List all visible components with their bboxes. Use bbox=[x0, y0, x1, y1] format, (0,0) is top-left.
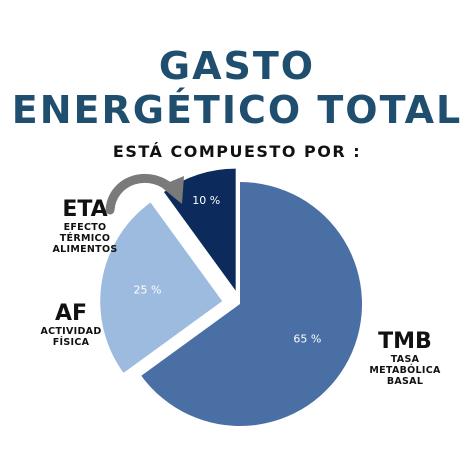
slice-label-af: 25 % bbox=[134, 283, 162, 296]
slice-label-eta: 10 % bbox=[192, 194, 220, 207]
pie-slice-tmb bbox=[141, 182, 362, 427]
label-eta-desc-1: EFECTO bbox=[63, 222, 107, 233]
label-tmb: TMB TASA METABÓLICA BASAL bbox=[360, 329, 450, 388]
label-eta-desc-3: ALIMENTOS bbox=[52, 244, 118, 255]
label-eta-abbr: ETA bbox=[62, 197, 108, 222]
label-tmb-abbr: TMB bbox=[378, 329, 432, 354]
chart-title-line2: ENERGÉTICO TOTAL bbox=[11, 88, 463, 132]
chart-subtitle: ESTÁ COMPUESTO POR : bbox=[112, 142, 362, 161]
label-eta-desc-2: TÉRMICO bbox=[59, 233, 111, 244]
label-af-desc-1: ACTIVIDAD bbox=[40, 326, 102, 337]
label-tmb-desc-2: METABÓLICA bbox=[369, 365, 441, 376]
label-af-abbr: AF bbox=[54, 301, 88, 326]
curved-arrow-head bbox=[160, 176, 184, 204]
label-af: AF ACTIVIDAD FÍSICA bbox=[36, 301, 106, 349]
chart-title-line1: GASTO bbox=[158, 44, 316, 88]
label-af-desc-2: FÍSICA bbox=[52, 337, 90, 348]
label-tmb-desc-3: BASAL bbox=[386, 376, 424, 387]
label-tmb-desc-1: TASA bbox=[390, 354, 420, 365]
pie-slice-af bbox=[100, 202, 223, 373]
slice-label-tmb: 65 % bbox=[293, 332, 321, 345]
label-eta: ETA EFECTO TÉRMICO ALIMENTOS bbox=[40, 197, 130, 256]
